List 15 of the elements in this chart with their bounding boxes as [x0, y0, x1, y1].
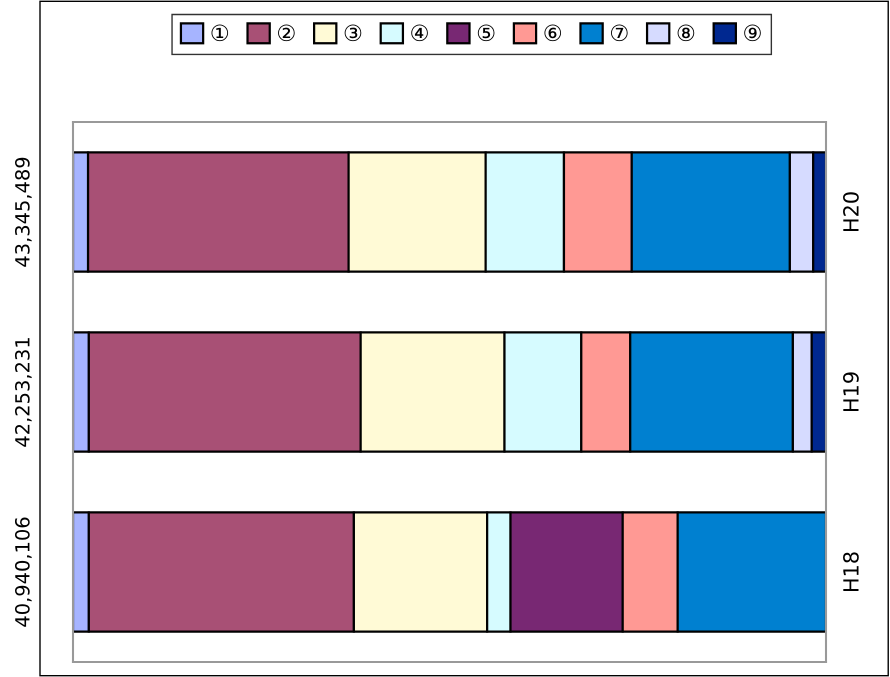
y-tick-label: H19	[843, 372, 859, 412]
legend-label: ⑥	[544, 24, 562, 42]
y-tick-label: H18	[843, 552, 859, 592]
legend-label: ④	[411, 24, 428, 42]
legend-label: ⑧	[678, 24, 694, 42]
text: 43,345,489	[14, 158, 32, 267]
text: 40,940,106	[14, 518, 32, 627]
legend-label: ①	[211, 24, 228, 42]
y-tick-label: H20	[843, 192, 859, 232]
legend-label: ②	[278, 24, 295, 42]
legend-label: ⑨	[744, 24, 761, 42]
text: 42,253,231	[14, 338, 32, 447]
legend-label: ⑦	[611, 24, 628, 42]
legend-label: ⑤	[478, 24, 494, 42]
legend-label: ③	[344, 24, 362, 42]
